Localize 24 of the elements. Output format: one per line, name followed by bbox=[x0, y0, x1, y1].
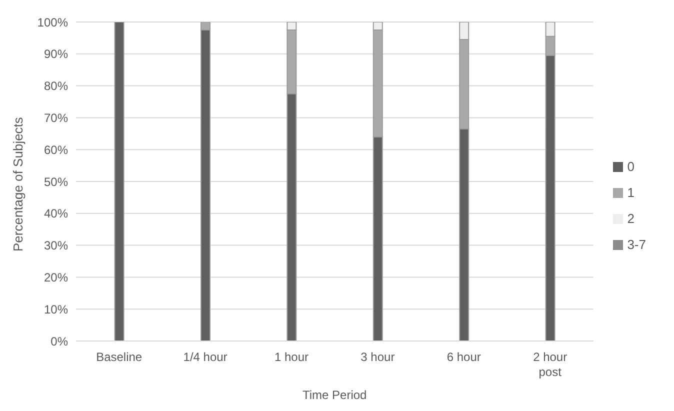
x-axis-title: Time Period bbox=[302, 388, 367, 402]
legend-label: 1 bbox=[627, 184, 634, 200]
bar bbox=[114, 22, 124, 341]
y-tick-label: 10% bbox=[44, 302, 68, 316]
y-tick-label: 70% bbox=[44, 110, 68, 125]
x-tick-label: 1/4 hour bbox=[183, 350, 228, 364]
x-tick-label: Baseline bbox=[96, 350, 142, 364]
y-tick-label: 50% bbox=[44, 174, 68, 189]
legend-label: 2 bbox=[627, 210, 634, 226]
legend-label: 0 bbox=[627, 158, 634, 174]
x-tick-label: 6 hour bbox=[446, 350, 481, 364]
y-tick-label: 80% bbox=[44, 79, 68, 94]
x-tick-label: 2 hour post bbox=[533, 350, 568, 379]
y-tick-label: 0% bbox=[50, 334, 68, 348]
legend-label: 3-7 bbox=[627, 236, 646, 252]
y-tick-label: 90% bbox=[44, 47, 68, 62]
x-tick-label: 1 hour bbox=[274, 350, 309, 364]
y-tick-label: 20% bbox=[44, 270, 68, 284]
y-tick-label: 40% bbox=[44, 206, 68, 221]
y-tick-label: 100% bbox=[37, 15, 68, 30]
x-tick-label: 3 hour bbox=[360, 350, 395, 364]
y-axis-title: Percentage of Subjects bbox=[10, 116, 26, 252]
y-tick-label: 60% bbox=[44, 142, 68, 157]
y-tick-label: 30% bbox=[44, 238, 68, 253]
